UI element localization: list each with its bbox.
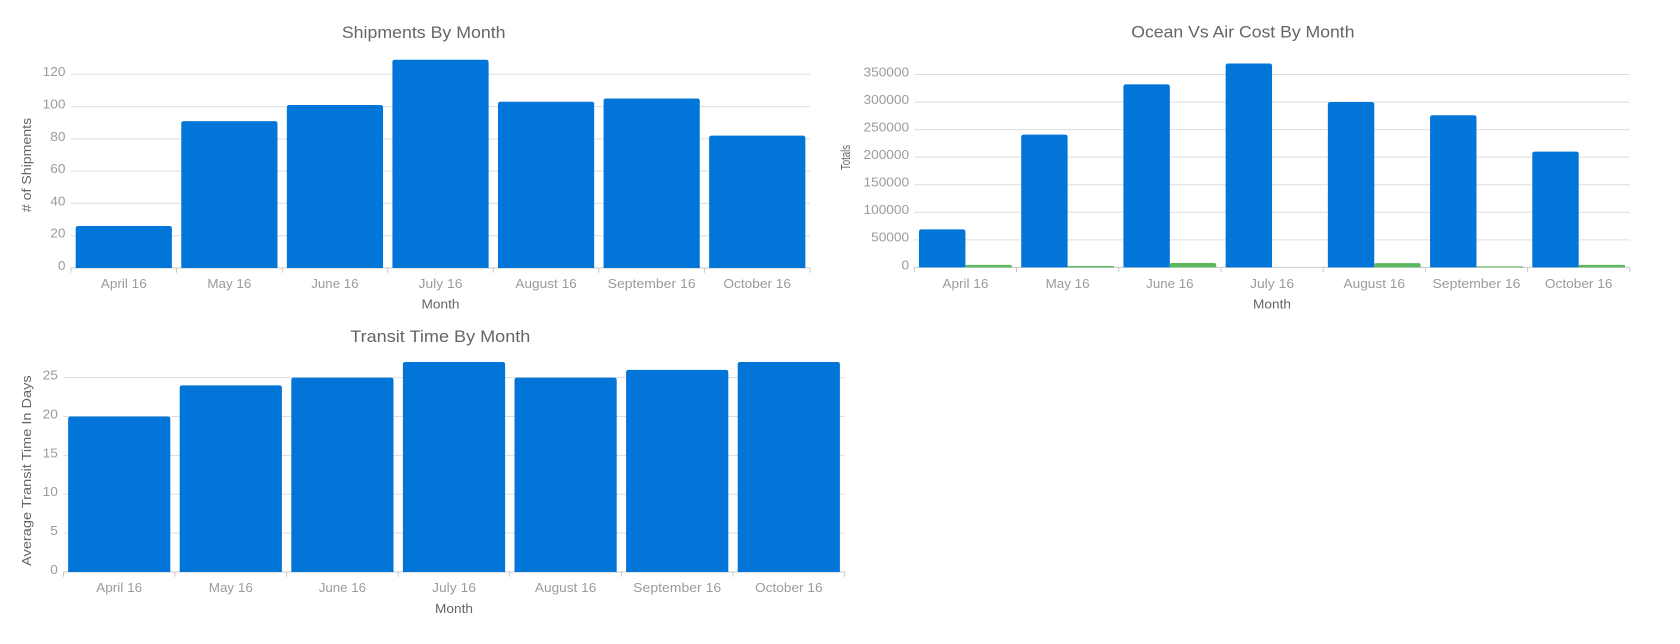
svg-text:August 16: August 16 xyxy=(1344,277,1405,291)
svg-text:Transit Time By Month: Transit Time By Month xyxy=(350,327,530,346)
svg-text:60: 60 xyxy=(50,162,65,176)
svg-text:July 16: July 16 xyxy=(1250,277,1294,291)
svg-text:350000: 350000 xyxy=(864,65,910,79)
svg-text:80: 80 xyxy=(50,130,65,144)
svg-text:April 16: April 16 xyxy=(96,581,142,595)
svg-text:15: 15 xyxy=(43,446,58,460)
svg-text:100000: 100000 xyxy=(864,203,910,217)
svg-text:July 16: July 16 xyxy=(419,277,463,291)
svg-text:# of Shipments: # of Shipments xyxy=(19,117,34,212)
svg-text:5: 5 xyxy=(50,524,58,538)
svg-text:40: 40 xyxy=(50,194,65,208)
svg-text:Ocean Vs Air Cost By Month: Ocean Vs Air Cost By Month xyxy=(1131,23,1354,42)
svg-text:250000: 250000 xyxy=(864,121,910,135)
svg-text:100: 100 xyxy=(43,97,66,111)
svg-text:150000: 150000 xyxy=(864,176,910,190)
svg-text:June 16: June 16 xyxy=(319,581,366,595)
svg-text:120: 120 xyxy=(43,65,66,79)
svg-text:50000: 50000 xyxy=(871,231,909,245)
svg-text:September 16: September 16 xyxy=(633,581,721,595)
svg-text:August 16: August 16 xyxy=(515,277,576,291)
svg-text:0: 0 xyxy=(50,563,58,577)
svg-text:June 16: June 16 xyxy=(1146,277,1193,291)
svg-text:April 16: April 16 xyxy=(942,277,988,291)
svg-text:August 16: August 16 xyxy=(535,581,596,595)
svg-text:May 16: May 16 xyxy=(209,581,253,595)
svg-text:200000: 200000 xyxy=(864,148,910,162)
svg-text:September 16: September 16 xyxy=(608,277,696,291)
svg-text:Month: Month xyxy=(435,601,473,616)
svg-text:April 16: April 16 xyxy=(101,277,147,291)
svg-text:20: 20 xyxy=(50,227,65,241)
svg-text:July 16: July 16 xyxy=(432,581,476,595)
svg-text:June 16: June 16 xyxy=(311,277,358,291)
svg-text:Totals: Totals xyxy=(838,145,853,171)
svg-text:October 16: October 16 xyxy=(723,277,791,291)
svg-text:0: 0 xyxy=(902,258,910,272)
svg-text:September 16: September 16 xyxy=(1432,277,1520,291)
svg-text:300000: 300000 xyxy=(864,93,910,107)
svg-text:10: 10 xyxy=(43,485,58,499)
svg-text:Average Transit Time In Days: Average Transit Time In Days xyxy=(19,375,34,566)
svg-text:0: 0 xyxy=(58,259,66,273)
svg-text:25: 25 xyxy=(43,369,58,383)
svg-text:October 16: October 16 xyxy=(1545,277,1613,291)
svg-text:October 16: October 16 xyxy=(755,581,823,595)
svg-text:Month: Month xyxy=(422,296,460,311)
svg-text:May 16: May 16 xyxy=(1046,277,1090,291)
svg-text:May 16: May 16 xyxy=(207,277,251,291)
svg-text:Shipments By Month: Shipments By Month xyxy=(342,23,506,42)
svg-text:20: 20 xyxy=(43,407,58,421)
svg-text:Month: Month xyxy=(1253,296,1291,311)
